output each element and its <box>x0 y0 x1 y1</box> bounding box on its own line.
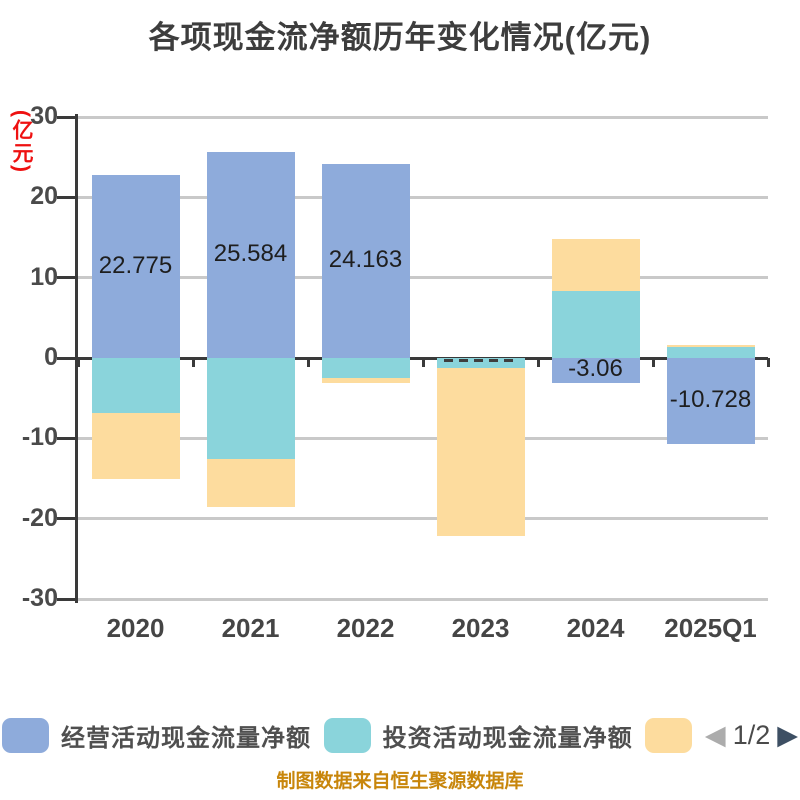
legend-pagination: ◀ 1/2 ▶ <box>705 720 798 751</box>
bar-segment-investing <box>436 358 525 369</box>
y-tick-mark <box>57 195 78 199</box>
gridline <box>78 517 768 521</box>
bar-segment-series3 <box>551 239 640 291</box>
legend-next-icon[interactable]: ▶ <box>777 719 798 750</box>
y-tick-label: 10 <box>30 262 58 291</box>
chart-title: 各项现金流净额历年变化情况(亿元) <box>148 20 652 55</box>
y-tick-mark <box>57 356 78 360</box>
y-tick-label: -30 <box>21 584 58 612</box>
bar-segment-series3 <box>666 344 755 347</box>
bar-segment-series3 <box>436 368 525 536</box>
data-source-caption: 制图数据来自恒生聚源数据库 <box>276 771 524 792</box>
y-tick-label: 30 <box>30 102 58 130</box>
bar-segment-series3 <box>206 459 295 508</box>
x-tick-mark <box>76 358 80 367</box>
legend-swatch-investing <box>323 717 371 753</box>
legend-label-operating: 经营活动现金流量净额 <box>61 724 311 752</box>
y-tick-label: 20 <box>30 182 58 211</box>
bar-value-label: 22.775 <box>98 251 173 279</box>
clipped-label-remnant <box>443 359 518 362</box>
bar-segment-operating <box>321 163 410 358</box>
gridline <box>78 115 768 119</box>
legend-item-series3[interactable] <box>645 717 693 753</box>
bar-segment-investing <box>91 358 180 414</box>
x-axis-label: 2021 <box>221 613 280 643</box>
y-tick-label: 0 <box>44 343 58 371</box>
legend-item-operating[interactable]: 经营活动现金流量净额 <box>2 717 311 753</box>
bar-segment-operating <box>206 152 295 358</box>
y-tick-mark <box>57 517 78 521</box>
y-tick-label: -20 <box>21 503 58 532</box>
bar-value-label: -10.728 <box>669 386 752 414</box>
plot-area: 30 20 10 0 -10 -20 -30 2020 22.775 2021 25.584 2022… <box>22 102 770 643</box>
legend-swatch-series3 <box>645 717 693 753</box>
bar-segment-investing <box>206 358 295 460</box>
x-axis-label: 2025Q1 <box>664 613 757 643</box>
bar-segment-operating <box>551 358 640 383</box>
x-axis-label: 2020 <box>106 613 165 643</box>
x-tick-mark <box>766 358 770 367</box>
bar-value-label: 24.163 <box>328 245 403 273</box>
bar-segment-series3 <box>91 413 180 480</box>
bar-value-label: 25.584 <box>213 240 288 268</box>
x-tick-mark <box>306 358 310 367</box>
bar-segment-investing <box>321 358 410 379</box>
bar-segment-investing <box>666 346 755 358</box>
bar-segment-operating <box>91 175 180 358</box>
x-axis-label: 2024 <box>566 613 625 643</box>
y-tick-mark <box>57 436 78 440</box>
x-tick-mark <box>421 358 425 367</box>
legend-page-indicator: 1/2 <box>732 719 771 750</box>
y-tick-mark <box>57 597 78 601</box>
gridline <box>78 597 768 601</box>
y-tick-label: -10 <box>21 423 58 452</box>
x-tick-mark <box>191 358 195 367</box>
y-axis-title: (亿元) <box>10 110 33 174</box>
x-axis-label: 2022 <box>336 613 395 643</box>
y-tick-mark <box>57 276 78 280</box>
gridline <box>78 276 768 280</box>
legend-prev-icon[interactable]: ◀ <box>704 719 726 750</box>
x-tick-mark <box>536 358 540 367</box>
bar-segment-series3 <box>321 378 410 383</box>
legend-label-investing: 投资活动现金流量净额 <box>382 724 633 752</box>
bar-segment-investing <box>551 290 640 358</box>
legend-item-investing[interactable]: 投资活动现金流量净额 <box>323 717 633 753</box>
gridline <box>78 195 768 199</box>
x-tick-mark <box>651 358 655 367</box>
legend-swatch-operating <box>2 717 49 753</box>
x-axis-label: 2023 <box>451 613 510 643</box>
bar-segment-operating <box>666 358 755 445</box>
gridline <box>78 436 768 440</box>
bar-value-label: -3.06 <box>568 355 623 383</box>
y-tick-mark <box>57 115 78 119</box>
legend: 经营活动现金流量净额 投资活动现金流量净额 ◀ 1/2 ▶ <box>2 714 798 756</box>
